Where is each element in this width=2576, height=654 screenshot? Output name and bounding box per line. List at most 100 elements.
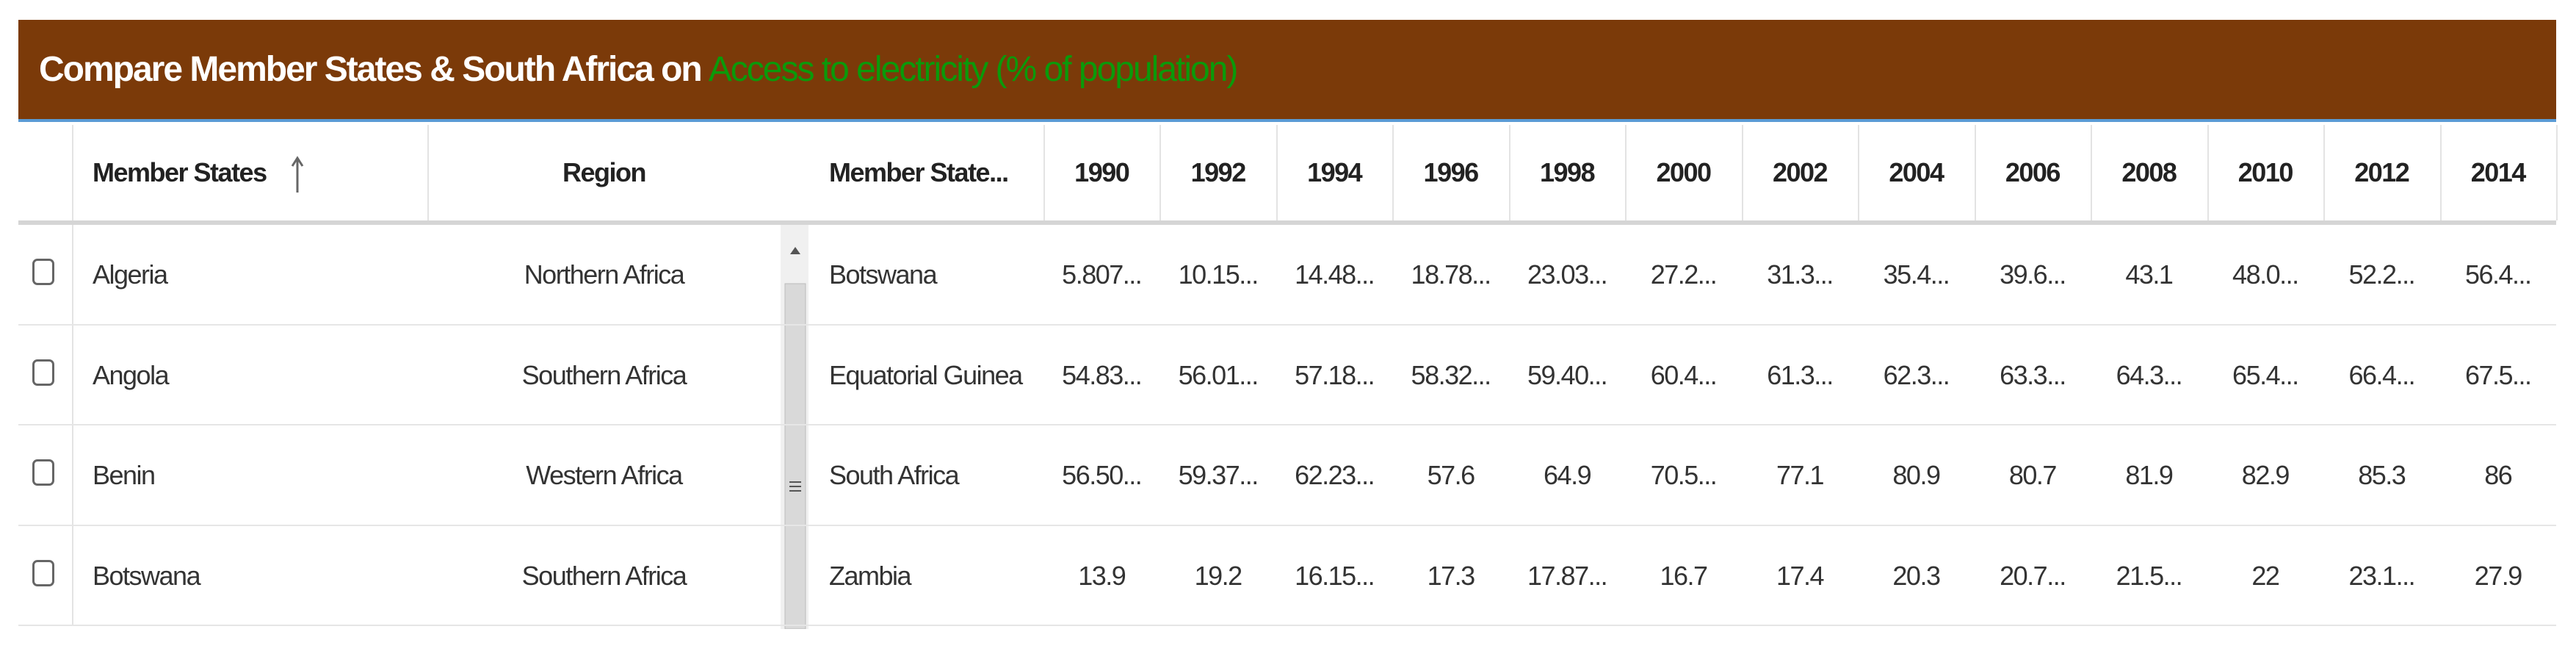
column-divider — [1276, 125, 1278, 220]
table-cell: 64.9 — [1544, 460, 1592, 491]
column-header: 2002 — [1772, 157, 1828, 187]
table-cell: 27.2... — [1650, 259, 1718, 290]
row-checkbox[interactable] — [32, 359, 54, 386]
table-cell: 48.0... — [2232, 259, 2299, 290]
column-divider — [1508, 125, 1510, 220]
table-cell: 65.4... — [2232, 359, 2299, 390]
column-header: Member State... — [829, 157, 1009, 187]
table-cell: 43.1 — [2125, 259, 2174, 290]
table-cell: 77.1 — [1776, 460, 1825, 491]
table-cell: 56.01... — [1178, 359, 1259, 390]
table-cell: 10.15... — [1178, 259, 1259, 290]
table-cell: 20.3 — [1892, 560, 1941, 591]
column-header: 2008 — [2121, 157, 2177, 187]
column-header: 1998 — [1540, 157, 1596, 187]
column-header: 2012 — [2354, 157, 2410, 187]
table-cell: 86 — [2484, 460, 2513, 491]
column-divider — [1392, 125, 1394, 220]
table-cell: 59.37... — [1178, 460, 1259, 491]
row-divider — [18, 323, 2556, 326]
table-cell: 21.5... — [2116, 560, 2183, 591]
table-cell: 16.15... — [1295, 560, 1375, 591]
table-cell: Northern Africa — [524, 259, 685, 290]
column-divider — [1159, 125, 1162, 220]
column-header: 1990 — [1074, 157, 1130, 187]
table-cell: 61.3... — [1767, 359, 1834, 390]
table-cell: 67.5... — [2464, 359, 2532, 390]
header-divider — [18, 220, 2556, 225]
column-header: 2006 — [2005, 157, 2061, 187]
table-cell: Western Africa — [526, 460, 683, 491]
column-divider — [427, 125, 429, 220]
table-cell: 23.03... — [1527, 259, 1608, 290]
column-divider — [2439, 125, 2442, 220]
table-cell: 58.32... — [1411, 359, 1492, 390]
table-cell: 57.6 — [1427, 460, 1476, 491]
sort-icon[interactable] — [290, 156, 305, 194]
column-header: 1994 — [1307, 157, 1363, 187]
table-cell: Algeria — [93, 259, 168, 290]
table-cell: 22 — [2251, 560, 2280, 591]
table-cell: 82.9 — [2241, 460, 2290, 491]
table-cell: Zambia — [829, 560, 912, 591]
column-divider — [2091, 125, 2093, 220]
column-divider — [1741, 125, 1743, 220]
table-cell: 20.7... — [2000, 560, 2066, 591]
table-cell: 16.7 — [1660, 560, 1708, 591]
table-cell: Southern Africa — [521, 359, 687, 390]
column-header: 2000 — [1656, 157, 1712, 187]
table-cell: 5.807... — [1062, 259, 1143, 290]
table-cell: 23.1... — [2348, 560, 2416, 591]
column-divider — [72, 125, 73, 220]
title-bar: Compare Member States & South Africa on A… — [18, 20, 2556, 122]
table-cell: 57.18... — [1295, 359, 1375, 390]
table-cell: Botswana — [93, 560, 201, 591]
row-checkbox[interactable] — [32, 559, 54, 586]
table-cell: 63.3... — [2000, 359, 2066, 390]
table-cell: 17.87... — [1527, 560, 1608, 591]
column-header: 2014 — [2470, 157, 2527, 187]
column-header: 2004 — [1889, 157, 1944, 187]
table-cell: 80.9 — [1892, 460, 1941, 491]
column-divider — [1043, 125, 1045, 220]
row-checkbox[interactable] — [32, 459, 54, 486]
table-cell: 18.78... — [1411, 259, 1492, 290]
table-cell: 64.3... — [2116, 359, 2183, 390]
column-header: Region — [562, 157, 647, 187]
table-cell: 70.5... — [1650, 460, 1718, 491]
title: Compare Member States & South Africa on A… — [39, 20, 1239, 119]
table-cell: 13.9 — [1078, 560, 1126, 591]
table-cell: Equatorial Guinea — [829, 359, 1023, 390]
table-cell: 81.9 — [2125, 460, 2174, 491]
column-header: Member States — [93, 157, 267, 187]
row-divider — [18, 625, 2556, 626]
table-cell: 54.83... — [1062, 359, 1143, 390]
column-divider — [2323, 125, 2326, 220]
table-cell: 60.4... — [1650, 359, 1718, 390]
table-cell: 17.3 — [1427, 560, 1476, 591]
table-cell: 56.4... — [2464, 259, 2532, 290]
table-cell: 52.2... — [2348, 259, 2416, 290]
row-divider — [18, 424, 2556, 425]
column-divider — [2556, 125, 2558, 220]
indicator-text: Access to electricity (% of population) — [708, 50, 1239, 89]
table-cell: Angola — [93, 359, 170, 390]
column-divider — [2207, 125, 2209, 220]
table-cell: 27.9 — [2474, 560, 2523, 591]
scrollbar[interactable] — [781, 225, 808, 629]
row-divider — [18, 524, 2556, 526]
table-cell: 14.48... — [1295, 259, 1375, 290]
table-cell: 39.6... — [2000, 259, 2066, 290]
title-text: Compare Member States & South Africa on — [39, 50, 703, 89]
table-cell: Botswana — [829, 259, 938, 290]
column-divider — [1625, 125, 1627, 220]
table-cell: Southern Africa — [521, 560, 687, 591]
column-header: 2010 — [2237, 157, 2294, 187]
table-cell: 17.4 — [1776, 560, 1825, 591]
column-divider — [72, 225, 73, 626]
table-cell: 66.4... — [2348, 359, 2416, 390]
column-header: 1992 — [1190, 157, 1247, 187]
row-checkbox[interactable] — [32, 259, 54, 286]
column-divider — [1974, 125, 1976, 220]
